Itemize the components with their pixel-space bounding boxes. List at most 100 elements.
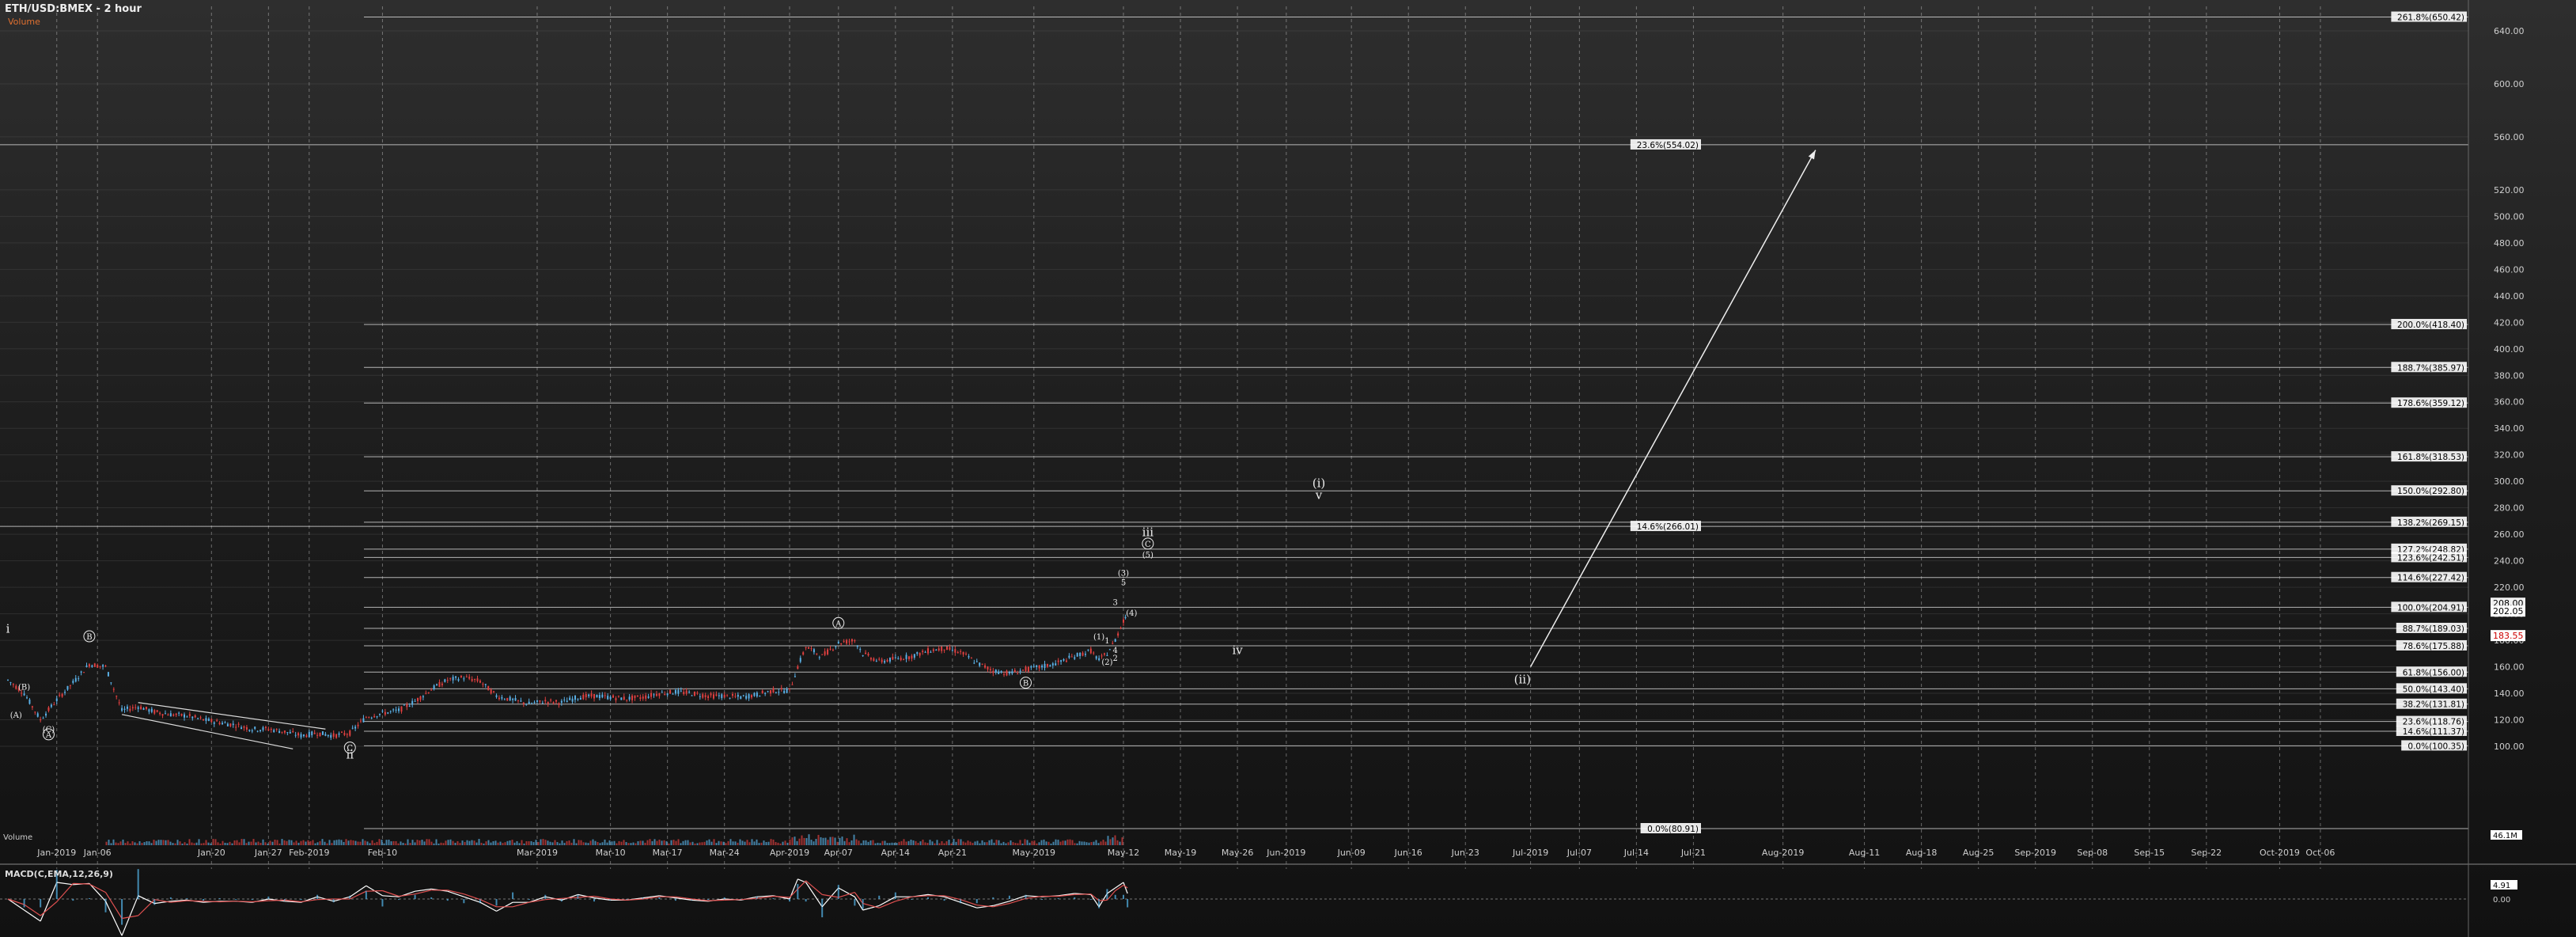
- volume-bar: [841, 836, 843, 845]
- volume-bar: [798, 838, 801, 845]
- candle-body: [579, 697, 581, 700]
- candle-body: [712, 694, 714, 699]
- candle-body: [330, 734, 332, 738]
- volume-bar: [509, 840, 511, 845]
- volume-bar: [789, 839, 791, 845]
- volume-bar: [699, 842, 701, 845]
- volume-bar: [796, 840, 798, 845]
- candle-body: [243, 726, 245, 728]
- candle-body: [900, 658, 902, 661]
- fib-label-box: [2391, 397, 2467, 408]
- macd-hist-bar: [772, 897, 775, 899]
- candle-body: [137, 707, 139, 709]
- macd-line-segment: [838, 887, 855, 897]
- candle-body: [186, 716, 188, 718]
- x-tick-label: May-2019: [1013, 848, 1056, 858]
- volume-bar: [680, 843, 682, 845]
- volume-bar: [321, 839, 324, 845]
- wave-label: B: [86, 633, 92, 642]
- volume-bar: [390, 841, 392, 845]
- candle-body: [1030, 666, 1032, 668]
- volume-bar: [881, 840, 884, 845]
- wave-label: (3): [1118, 570, 1129, 579]
- candle-body: [664, 694, 666, 696]
- volume-bar: [468, 840, 471, 845]
- price-tag-box: [2491, 605, 2525, 617]
- candle-body: [194, 715, 196, 718]
- volume-bar: [1012, 842, 1014, 845]
- candle-body: [262, 727, 264, 730]
- volume-bar: [224, 842, 226, 845]
- volume-bar: [409, 843, 411, 845]
- volume-bar: [1062, 840, 1064, 845]
- volume-bar: [979, 843, 981, 845]
- candle-body: [1070, 656, 1073, 658]
- volume-bar: [722, 841, 725, 845]
- candle-body: [457, 679, 460, 681]
- fib-label: 150.0%(292.80): [2397, 487, 2464, 496]
- candle-body: [994, 670, 997, 673]
- volume-bar: [1014, 843, 1017, 845]
- volume-bar: [1038, 842, 1040, 845]
- candle-body: [283, 730, 286, 733]
- volume-bar: [891, 842, 893, 845]
- volume-bar: [720, 841, 722, 845]
- signal-line-segment: [24, 904, 41, 916]
- volume-bar: [124, 843, 127, 845]
- candle-body: [78, 678, 80, 680]
- signal-line-segment: [911, 895, 929, 897]
- macd-hist-bar: [707, 899, 710, 901]
- signal-line-segment: [138, 899, 155, 916]
- volume-bar: [941, 840, 943, 845]
- fib-label-box: [1640, 823, 1701, 833]
- volume-bar: [207, 842, 210, 845]
- candle-body: [379, 713, 381, 715]
- macd-line-segment: [1009, 895, 1026, 902]
- volume-bar: [328, 840, 331, 845]
- macd-hist-bar: [23, 899, 25, 908]
- channel-upper-line: [138, 702, 326, 730]
- candle-body: [930, 651, 932, 653]
- candle-body: [672, 693, 674, 695]
- volume-bar: [350, 840, 352, 845]
- volume-bar: [435, 839, 438, 845]
- macd-hist-bar: [349, 895, 351, 899]
- x-tick-label: Jun-2019: [1266, 848, 1305, 858]
- projection-arrow-line: [1529, 150, 1816, 667]
- signal-line-segment: [1106, 890, 1116, 901]
- candle-body: [362, 718, 365, 723]
- volume-bar: [1033, 840, 1036, 845]
- candle-body: [1051, 663, 1054, 666]
- volume-bar: [1024, 839, 1026, 845]
- candle-body: [417, 698, 419, 701]
- macd-hist-bar: [1106, 889, 1108, 899]
- volume-bar: [907, 840, 910, 845]
- volume-bar: [174, 843, 176, 845]
- fib-label: 23.6%(118.76): [2403, 718, 2464, 727]
- candle-body: [577, 698, 579, 700]
- volume-bar: [364, 840, 366, 845]
- candle-body: [93, 663, 96, 667]
- candle-body: [248, 730, 251, 731]
- candle-body: [658, 693, 661, 696]
- candle-body: [61, 693, 63, 697]
- candle-body: [251, 730, 253, 732]
- volume-bar: [741, 840, 744, 845]
- volume-bar: [419, 840, 421, 845]
- candle-body: [74, 677, 77, 682]
- candle-body: [873, 658, 875, 661]
- signal-line-segment: [56, 883, 74, 902]
- wave-label: ii: [346, 748, 354, 762]
- x-tick-label: Jun-23: [1451, 848, 1479, 858]
- volume-bar: [903, 839, 905, 845]
- candle-body: [775, 692, 777, 693]
- volume-bar: [369, 843, 371, 845]
- volume-bar: [411, 840, 414, 845]
- signal-line-segment: [691, 898, 709, 901]
- fib-label-box: [2396, 698, 2467, 709]
- candle-body: [951, 650, 953, 651]
- volume-bar: [404, 843, 407, 845]
- candle-body: [148, 709, 150, 712]
- candle-body: [737, 694, 739, 697]
